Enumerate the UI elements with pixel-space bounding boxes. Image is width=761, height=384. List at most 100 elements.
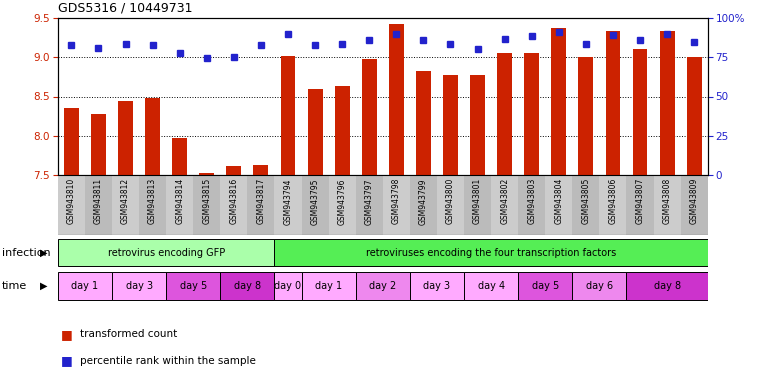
Bar — [166, 175, 193, 235]
Bar — [307, 89, 323, 175]
Bar — [410, 271, 464, 300]
Bar — [220, 175, 247, 235]
Bar — [518, 175, 546, 235]
Text: GDS5316 / 10449731: GDS5316 / 10449731 — [58, 1, 193, 14]
Text: GSM943804: GSM943804 — [554, 178, 563, 224]
Text: GSM943817: GSM943817 — [256, 178, 266, 224]
Bar — [112, 271, 166, 300]
Text: day 1: day 1 — [72, 281, 98, 291]
Bar — [118, 101, 133, 175]
Bar — [199, 173, 214, 175]
Bar — [416, 71, 431, 175]
Text: day 4: day 4 — [478, 281, 505, 291]
Bar — [227, 166, 241, 175]
Bar — [626, 271, 708, 300]
Bar — [578, 57, 594, 175]
Bar — [632, 50, 648, 175]
Text: day 0: day 0 — [275, 281, 301, 291]
Text: ▶: ▶ — [40, 281, 48, 291]
Text: GSM943814: GSM943814 — [175, 178, 184, 224]
Text: day 1: day 1 — [315, 281, 342, 291]
Bar — [680, 175, 708, 235]
Text: GSM943797: GSM943797 — [365, 178, 374, 225]
Bar — [112, 175, 139, 235]
Text: day 5: day 5 — [180, 281, 207, 291]
Text: day 8: day 8 — [234, 281, 261, 291]
Bar — [606, 31, 620, 175]
Bar — [247, 175, 275, 235]
Text: day 6: day 6 — [586, 281, 613, 291]
Bar — [355, 175, 383, 235]
Text: GSM943802: GSM943802 — [500, 178, 509, 224]
Text: retroviruses encoding the four transcription factors: retroviruses encoding the four transcrip… — [366, 248, 616, 258]
Bar — [383, 175, 410, 235]
Bar — [572, 175, 600, 235]
Bar — [389, 24, 404, 175]
Bar — [275, 271, 301, 300]
Bar — [654, 175, 680, 235]
Text: percentile rank within the sample: percentile rank within the sample — [80, 356, 256, 366]
Bar — [335, 86, 349, 175]
Bar — [491, 175, 518, 235]
Bar — [626, 175, 654, 235]
Bar — [139, 175, 166, 235]
Text: day 3: day 3 — [423, 281, 451, 291]
Text: day 2: day 2 — [369, 281, 396, 291]
Bar — [470, 74, 485, 175]
Text: GSM943812: GSM943812 — [121, 178, 130, 224]
Bar — [355, 271, 410, 300]
Bar — [361, 59, 377, 175]
Bar — [220, 271, 275, 300]
Text: day 8: day 8 — [654, 281, 680, 291]
Text: GSM943801: GSM943801 — [473, 178, 482, 224]
Bar — [58, 271, 112, 300]
Bar — [464, 175, 491, 235]
Bar — [145, 98, 160, 175]
Text: GSM943816: GSM943816 — [229, 178, 238, 224]
Bar — [58, 238, 275, 266]
Text: GSM943803: GSM943803 — [527, 178, 537, 224]
Bar — [281, 56, 295, 175]
Text: GSM943813: GSM943813 — [148, 178, 157, 224]
Bar — [275, 175, 301, 235]
Text: GSM943800: GSM943800 — [446, 178, 455, 224]
Text: GSM943799: GSM943799 — [419, 178, 428, 225]
Text: GSM943809: GSM943809 — [689, 178, 699, 224]
Bar — [600, 175, 626, 235]
Text: GSM943795: GSM943795 — [310, 178, 320, 225]
Bar — [329, 175, 355, 235]
Text: ■: ■ — [61, 354, 72, 367]
Text: GSM943807: GSM943807 — [635, 178, 645, 224]
Text: GSM943808: GSM943808 — [663, 178, 672, 224]
Text: retrovirus encoding GFP: retrovirus encoding GFP — [107, 248, 224, 258]
Bar — [301, 175, 329, 235]
Text: GSM943815: GSM943815 — [202, 178, 212, 224]
Bar — [552, 28, 566, 175]
Bar — [253, 165, 269, 175]
Text: day 5: day 5 — [532, 281, 559, 291]
Bar — [166, 271, 220, 300]
Bar — [497, 53, 512, 175]
Bar — [58, 175, 85, 235]
Bar — [275, 238, 708, 266]
Text: GSM943798: GSM943798 — [392, 178, 401, 224]
Text: transformed count: transformed count — [80, 329, 177, 339]
Bar — [91, 114, 106, 175]
Bar — [572, 271, 626, 300]
Text: GSM943811: GSM943811 — [94, 178, 103, 224]
Bar — [172, 138, 187, 175]
Text: time: time — [2, 281, 27, 291]
Bar — [301, 271, 355, 300]
Bar — [85, 175, 112, 235]
Bar — [545, 175, 572, 235]
Text: GSM943794: GSM943794 — [284, 178, 292, 225]
Bar — [443, 74, 458, 175]
Bar — [524, 53, 539, 175]
Bar — [410, 175, 437, 235]
Text: infection: infection — [2, 248, 50, 258]
Bar — [64, 108, 79, 175]
Text: GSM943805: GSM943805 — [581, 178, 591, 224]
Text: day 3: day 3 — [126, 281, 153, 291]
Text: ■: ■ — [61, 328, 72, 341]
Text: ▶: ▶ — [40, 248, 48, 258]
